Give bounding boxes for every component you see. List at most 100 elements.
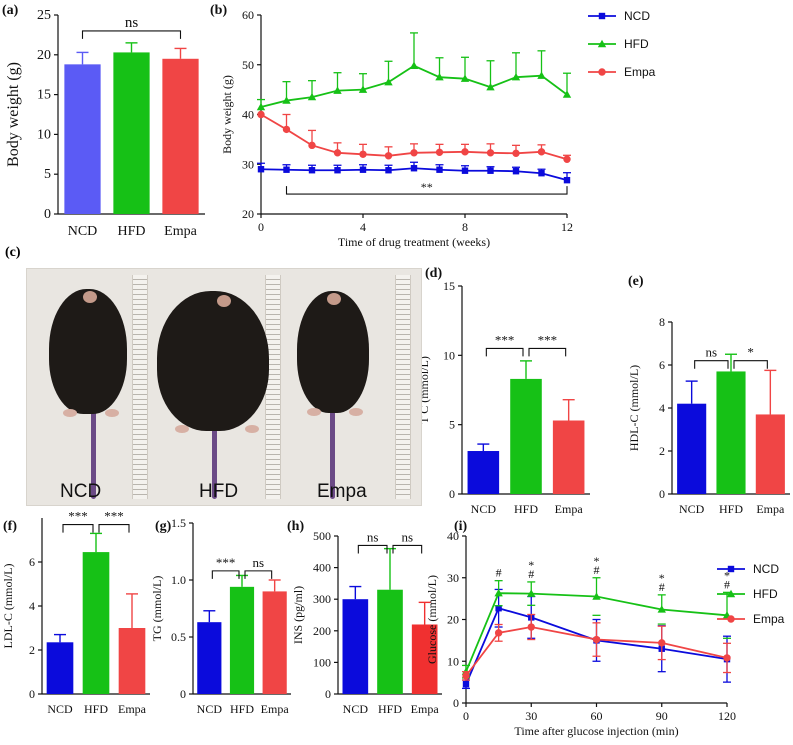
- x-tick-label: 30: [525, 709, 537, 723]
- marker-square: [436, 166, 443, 173]
- y-tick-label: 0: [29, 687, 35, 701]
- marker-circle: [527, 623, 535, 631]
- empa-foot: [307, 408, 321, 416]
- marker-circle: [494, 629, 503, 637]
- marker-triangle: [282, 96, 291, 104]
- marker-square: [308, 167, 316, 174]
- y-tick-label: 400: [313, 561, 331, 575]
- y-tick-label: 15: [37, 88, 51, 103]
- marker-triangle: [592, 592, 601, 600]
- x-tick-label: 0: [463, 709, 469, 723]
- panel-label-h: (h): [287, 519, 304, 534]
- legend-label-empa: Empa: [753, 612, 785, 626]
- bar-hfd: [82, 552, 110, 694]
- significance-label: ns: [367, 529, 379, 544]
- panel-label-f: (f): [3, 519, 17, 534]
- x-tick-label: 120: [718, 709, 736, 723]
- bar-ncd: [467, 451, 500, 494]
- x-tick-label: HFD: [378, 702, 402, 716]
- significance-label: **: [421, 180, 433, 194]
- x-tick-label: NCD: [471, 502, 497, 516]
- legend-label-hfd: HFD: [753, 587, 778, 601]
- significance-bracket: [392, 544, 423, 554]
- marker-square: [487, 167, 494, 174]
- y-tick-label: 300: [313, 592, 331, 606]
- significance-mark: #: [594, 563, 600, 577]
- panel-label-b: (b): [210, 3, 227, 18]
- significance-bracket: [98, 524, 130, 533]
- marker-square: [598, 12, 606, 20]
- panel-label-c: (c): [5, 245, 21, 260]
- significance-label: ns: [253, 555, 265, 570]
- bar-ncd: [342, 599, 369, 694]
- x-tick-label: Empa: [164, 224, 197, 239]
- mouse-photo: NCD HFD Empa: [26, 268, 422, 506]
- y-tick-label: 4: [659, 401, 665, 415]
- y-tick-label: 4: [29, 599, 35, 613]
- y-tick-label: 50: [242, 58, 254, 72]
- marker-circle: [461, 148, 469, 156]
- marker-square: [385, 167, 392, 174]
- significance-label: ***: [538, 332, 558, 347]
- y-tick-label: 1.5: [171, 516, 186, 530]
- marker-triangle: [435, 72, 444, 81]
- x-axis-label: Time after glucose injection (min): [514, 724, 678, 738]
- y-axis-label: INS (pg/ml): [291, 586, 305, 644]
- y-tick-label: 100: [313, 655, 331, 669]
- bar-ncd: [197, 622, 222, 694]
- panel-label-g: (g): [155, 519, 172, 534]
- significance-bracket: [285, 186, 568, 195]
- significance-mark: #: [659, 580, 665, 594]
- legend-label-empa: Empa: [624, 65, 656, 79]
- bar-ncd: [64, 64, 101, 215]
- significance-mark: *: [528, 558, 534, 572]
- marker-circle: [257, 110, 265, 119]
- marker-circle: [333, 149, 342, 157]
- marker-square: [538, 170, 545, 177]
- x-tick-label: NCD: [679, 502, 705, 516]
- marker-square: [563, 176, 571, 184]
- marker-triangle: [494, 588, 503, 597]
- significance-bracket: [357, 544, 388, 554]
- x-tick-label: 12: [561, 220, 573, 234]
- y-axis-label: LDL-C (mmol/L): [1, 564, 15, 649]
- hfd-mouse: [157, 291, 269, 431]
- photo-label-ncd: NCD: [60, 481, 102, 502]
- y-tick-label: 1.0: [171, 573, 186, 587]
- marker-triangle: [511, 72, 521, 81]
- x-tick-label: 60: [591, 709, 603, 723]
- ncd-foot: [63, 409, 77, 417]
- marker-circle: [282, 125, 291, 134]
- significance-bracket: [211, 570, 240, 579]
- x-tick-label: Empa: [756, 502, 785, 516]
- x-tick-label: NCD: [197, 702, 223, 716]
- bar-hfd: [377, 589, 403, 694]
- y-tick-label: 0: [325, 687, 331, 701]
- marker-square: [512, 168, 520, 175]
- x-tick-label: NCD: [68, 224, 98, 239]
- marker-square: [727, 565, 735, 573]
- hfd-tail: [212, 424, 217, 499]
- marker-circle: [384, 152, 393, 160]
- marker-square: [410, 165, 418, 172]
- y-axis-label: HDL-C (mmol/L): [627, 365, 641, 451]
- marker-triangle: [256, 102, 266, 111]
- y-tick-label: 0: [453, 696, 459, 710]
- bar-empa: [262, 591, 287, 694]
- y-tick-label: 2: [659, 444, 665, 458]
- bar-hfd: [229, 586, 255, 694]
- y-tick-label: 0: [180, 687, 186, 701]
- significance-mark: #: [496, 566, 502, 580]
- significance-label: ns: [402, 529, 414, 544]
- significance-label: ***: [495, 332, 515, 347]
- y-tick-label: 40: [447, 529, 459, 543]
- x-tick-label: NCD: [47, 702, 73, 716]
- y-tick-label: 30: [242, 157, 254, 171]
- y-tick-label: 5: [44, 167, 51, 182]
- x-tick-label: HFD: [230, 702, 254, 716]
- significance-bracket: [244, 570, 273, 579]
- marker-triangle: [333, 86, 342, 94]
- ruler-2: [265, 275, 281, 499]
- marker-circle: [592, 635, 601, 644]
- series-line-hfd: [260, 64, 568, 108]
